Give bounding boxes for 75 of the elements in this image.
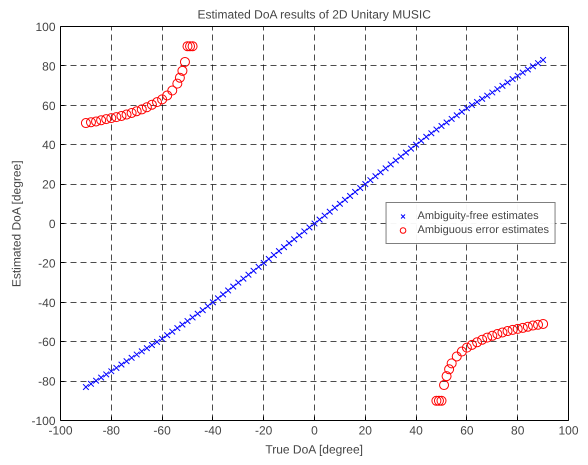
point: [522, 322, 533, 332]
chart-title: Estimated DoA results of 2D Unitary MUSIC: [197, 8, 432, 22]
point: [439, 380, 450, 390]
point: [177, 66, 188, 76]
y-tick-label: 80: [42, 59, 56, 74]
x-axis-title: True DoA [degree]: [265, 442, 363, 456]
point: [538, 318, 548, 329]
point: [172, 78, 182, 89]
point: [452, 351, 462, 362]
point: [436, 396, 446, 406]
x-tick-label: 0: [311, 424, 318, 438]
point: [444, 364, 454, 374]
point: [142, 102, 152, 112]
point: [80, 118, 91, 128]
point: [502, 326, 513, 336]
point: [146, 100, 157, 110]
point: [188, 41, 198, 52]
y-tick-label: 20: [42, 178, 56, 192]
y-tick-label: 40: [42, 138, 56, 152]
point: [167, 86, 178, 96]
point: [482, 332, 492, 343]
y-tick-label: -40: [38, 296, 56, 310]
point: [180, 56, 190, 67]
point: [512, 324, 523, 334]
point: [132, 106, 142, 116]
x-tick-label: 80: [511, 424, 525, 438]
point: [446, 358, 457, 368]
point: [492, 329, 502, 340]
point: [136, 104, 147, 114]
point: [456, 346, 467, 357]
point: [466, 340, 477, 350]
y-axis-title: Estimated DoA [degree]: [9, 160, 24, 288]
x-tick-label: 40: [409, 424, 424, 438]
y-tick-label: 100: [35, 20, 56, 34]
point: [122, 110, 132, 120]
y-tick-label: -60: [38, 335, 56, 350]
x-tick-label: -20: [255, 424, 273, 438]
point: [442, 371, 452, 382]
point: [86, 117, 96, 128]
point: [431, 396, 442, 406]
point: [487, 330, 498, 341]
point: [533, 320, 544, 330]
point: [126, 108, 137, 118]
point: [157, 94, 168, 104]
point: [111, 112, 122, 122]
point: [528, 320, 538, 331]
y-tick-label: -80: [38, 374, 56, 389]
point: [185, 41, 196, 52]
point: [101, 114, 112, 124]
legend-label: Ambiguity-free estimates: [418, 209, 539, 223]
point: [518, 322, 528, 333]
point: [174, 72, 185, 83]
x-tick-label: -60: [153, 424, 172, 438]
point: [472, 337, 482, 348]
point: [434, 396, 444, 406]
x-tick-label: 100: [558, 424, 579, 438]
y-tick-label: 0: [48, 217, 56, 231]
x-tick-label: 60: [460, 424, 474, 438]
point: [182, 41, 192, 52]
x-tick-label: 20: [358, 424, 372, 438]
y-tick-label: -20: [38, 256, 56, 270]
legend-label: Ambiguous error estimates: [418, 223, 549, 237]
x-tick-label: -80: [102, 424, 120, 438]
y-tick-label: 60: [42, 98, 56, 113]
point: [462, 342, 472, 353]
point: [91, 116, 102, 126]
point: [162, 90, 172, 100]
point: [508, 324, 518, 335]
point: [477, 334, 488, 345]
x-tick-label: -40: [204, 424, 222, 438]
point: [116, 110, 126, 121]
point: [152, 97, 162, 108]
point: [106, 113, 116, 124]
point: [96, 115, 106, 126]
point: [497, 327, 508, 338]
